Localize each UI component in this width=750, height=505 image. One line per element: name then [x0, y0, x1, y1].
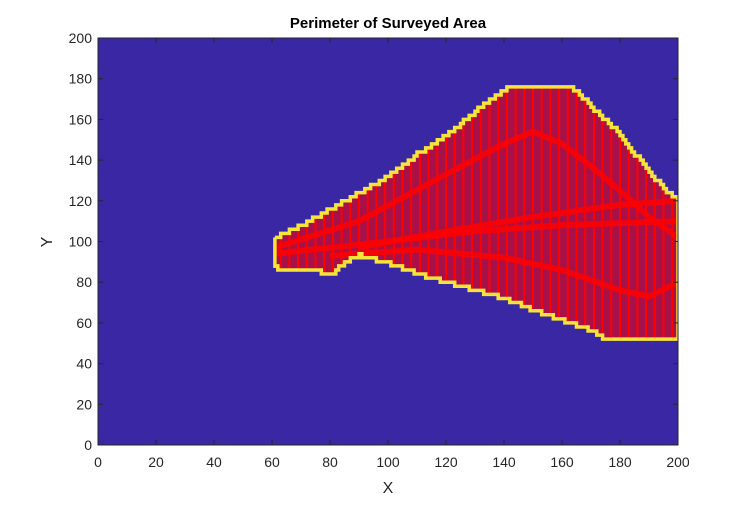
y-tick-label: 100 [69, 234, 93, 250]
data-layer [273, 85, 678, 341]
x-axis-label: X [383, 480, 394, 497]
y-tick-label: 60 [76, 315, 92, 331]
y-tick-label: 160 [69, 111, 93, 127]
perimeter-lower [274, 251, 678, 341]
perimeter [273, 85, 678, 341]
y-tick-label: 200 [69, 30, 93, 46]
x-tick-label: 120 [434, 454, 458, 470]
y-tick-label: 80 [76, 274, 92, 290]
perimeter-upper [274, 85, 678, 240]
y-axis: 0 20 40 60 80 100 120 140 160 180 200 [69, 30, 678, 453]
inner-survey-curve [329, 246, 678, 300]
y-tick-label: 40 [76, 356, 92, 372]
x-tick-label: 140 [492, 454, 516, 470]
chart-title: Perimeter of Surveyed Area [290, 15, 487, 32]
x-axis: 0 20 40 60 80 100 120 140 160 180 200 [94, 38, 690, 470]
x-tick-label: 80 [322, 454, 338, 470]
y-tick-label: 0 [84, 437, 92, 453]
x-tick-label: 0 [94, 454, 102, 470]
inner-survey-curve [274, 218, 678, 257]
x-tick-label: 180 [608, 454, 632, 470]
x-tick-label: 40 [206, 454, 222, 470]
y-tick-label: 180 [69, 71, 93, 87]
x-tick-label: 20 [148, 454, 164, 470]
x-tick-label: 200 [666, 454, 690, 470]
x-tick-label: 100 [376, 454, 400, 470]
y-tick-label: 140 [69, 152, 93, 168]
x-tick-label: 60 [264, 454, 280, 470]
y-tick-label: 20 [76, 396, 92, 412]
x-tick-label: 160 [550, 454, 574, 470]
y-axis-label: Y [39, 236, 56, 247]
y-tick-label: 120 [69, 193, 93, 209]
survey-sweep-lines [279, 86, 674, 340]
